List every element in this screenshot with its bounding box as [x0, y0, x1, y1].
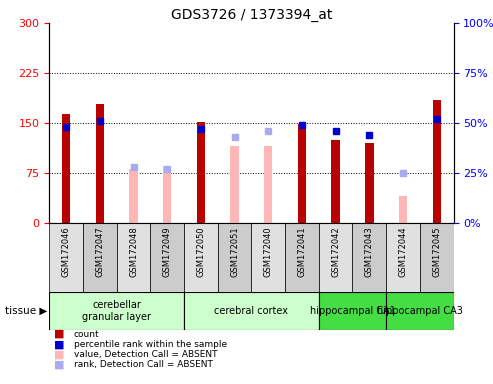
Bar	[251, 223, 285, 292]
Text: percentile rank within the sample: percentile rank within the sample	[74, 340, 227, 349]
Bar	[49, 223, 83, 292]
Bar	[352, 223, 386, 292]
Bar	[49, 292, 184, 330]
Text: GSM172051: GSM172051	[230, 226, 239, 277]
Title: GDS3726 / 1373394_at: GDS3726 / 1373394_at	[171, 8, 332, 22]
Text: GSM172040: GSM172040	[264, 226, 273, 277]
Text: cerebral cortex: cerebral cortex	[214, 306, 288, 316]
Text: ■: ■	[54, 349, 65, 359]
Text: ■: ■	[54, 360, 65, 370]
Text: count: count	[74, 329, 100, 339]
Bar	[163, 166, 172, 223]
Text: GSM172044: GSM172044	[398, 226, 408, 277]
Bar	[365, 143, 374, 223]
Bar	[298, 124, 306, 223]
Bar	[386, 292, 454, 330]
Bar	[150, 223, 184, 292]
Bar	[184, 223, 218, 292]
Bar	[264, 146, 273, 223]
Bar	[386, 223, 420, 292]
Bar	[184, 292, 319, 330]
Text: GSM172046: GSM172046	[62, 226, 70, 277]
Text: hippocampal CA3: hippocampal CA3	[377, 306, 463, 316]
Text: ■: ■	[54, 339, 65, 349]
Text: GSM172041: GSM172041	[297, 226, 307, 277]
Text: GSM172047: GSM172047	[95, 226, 105, 277]
Text: tissue ▶: tissue ▶	[5, 306, 47, 316]
Bar	[331, 139, 340, 223]
Bar	[319, 223, 352, 292]
Text: hippocampal CA1: hippocampal CA1	[310, 306, 395, 316]
Bar	[197, 122, 205, 223]
Bar	[319, 292, 386, 330]
Text: rank, Detection Call = ABSENT: rank, Detection Call = ABSENT	[74, 360, 213, 369]
Text: GSM172050: GSM172050	[196, 226, 206, 277]
Bar	[420, 223, 454, 292]
Bar	[285, 223, 319, 292]
Text: cerebellar
granular layer: cerebellar granular layer	[82, 300, 151, 322]
Bar	[399, 196, 407, 223]
Bar	[117, 223, 150, 292]
Text: GSM172048: GSM172048	[129, 226, 138, 277]
Text: GSM172045: GSM172045	[432, 226, 441, 277]
Text: GSM172043: GSM172043	[365, 226, 374, 277]
Bar	[432, 99, 441, 223]
Bar	[96, 104, 104, 223]
Text: value, Detection Call = ABSENT: value, Detection Call = ABSENT	[74, 350, 217, 359]
Bar	[83, 223, 117, 292]
Bar	[230, 146, 239, 223]
Bar	[62, 114, 70, 223]
Bar	[129, 169, 138, 223]
Text: ■: ■	[54, 329, 65, 339]
Bar	[218, 223, 251, 292]
Text: GSM172042: GSM172042	[331, 226, 340, 277]
Text: GSM172049: GSM172049	[163, 226, 172, 277]
